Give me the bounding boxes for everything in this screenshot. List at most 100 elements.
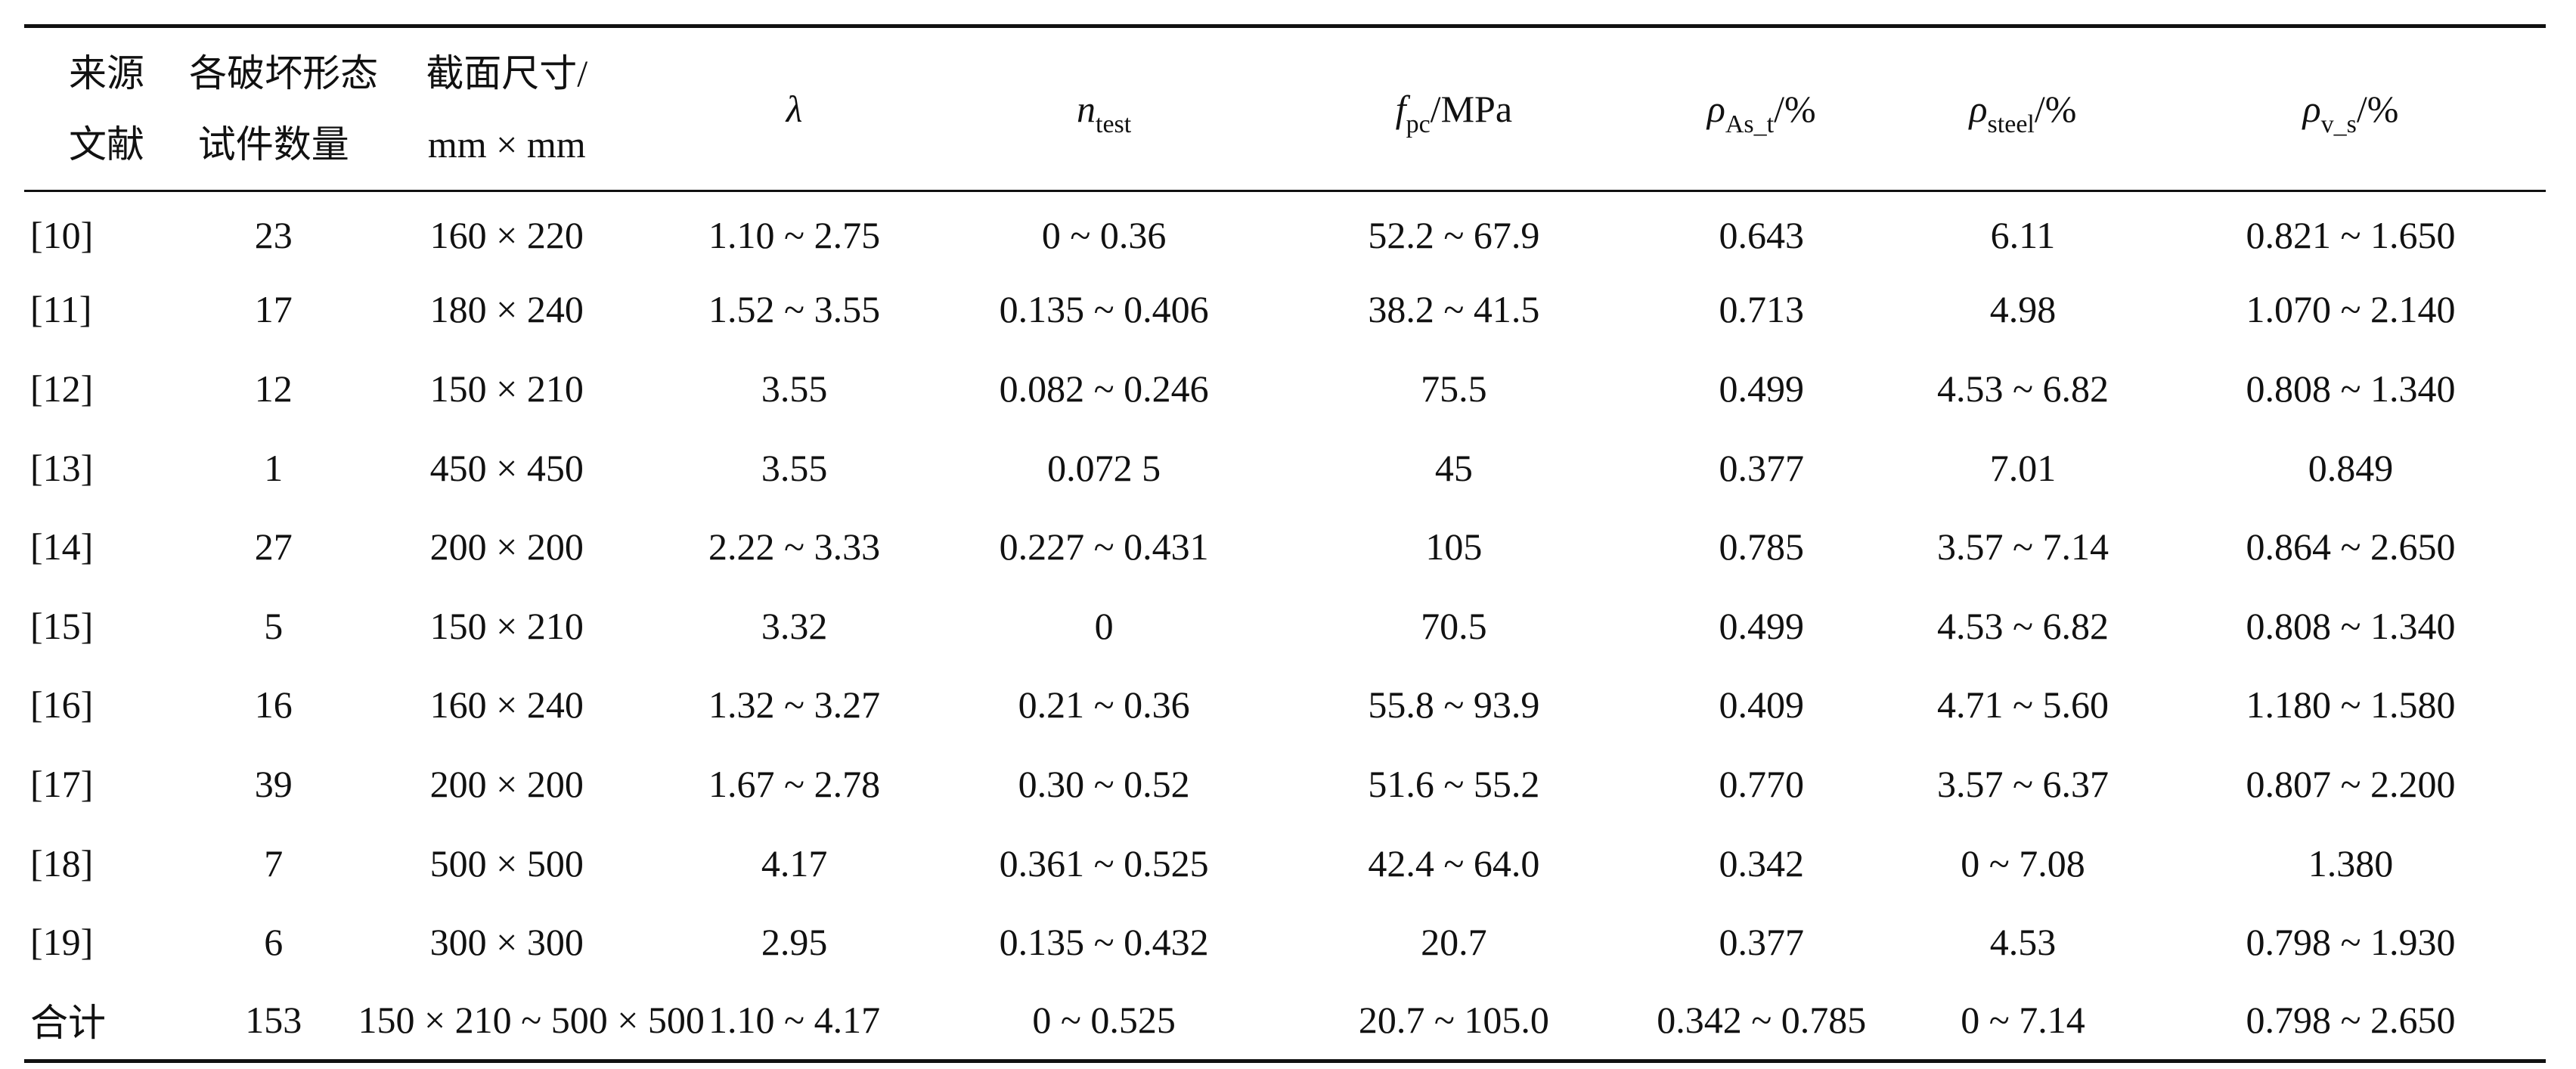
cell-rho-steel: 4.53 — [1989, 921, 2057, 964]
header-rho-as-sub: As_t — [1725, 110, 1775, 138]
cell-rho-steel: 4.53 ~ 6.82 — [1936, 604, 2109, 647]
cell-count: 12 — [254, 367, 293, 410]
header-rho-v-symbol: ρ — [2302, 88, 2321, 130]
cell-source: [14] — [30, 525, 94, 569]
specimen-table: 来源 文献 各破坏形态 试件数量 截面尺寸/ mm × mm λ ntest — [24, 24, 2546, 1063]
cell-count: 1 — [264, 446, 284, 489]
cell-rho-as: 0.785 — [1719, 525, 1805, 569]
cell-rho-steel: 7.01 — [1989, 446, 2057, 489]
header-rho-as: ρAs_t/% — [1632, 24, 1890, 192]
header-rho-as-symbol: ρ — [1706, 88, 1725, 130]
header-n-test-sub: test — [1096, 110, 1132, 138]
cell-rho-v: 0.798 ~ 2.650 — [2156, 981, 2546, 1063]
table-row: [10] 23 160 × 220 1.10 ~ 2.75 0 ~ 0.36 52.2 ~… — [24, 191, 2546, 271]
cell-rho-steel: 0 ~ 7.14 — [1889, 981, 2156, 1063]
cell-n-test: 0.361 ~ 0.525 — [999, 841, 1209, 885]
cell-f-pc: 70.5 — [1421, 604, 1487, 647]
cell-n-test: 0.072 5 — [1047, 446, 1161, 489]
cell-count: 17 — [254, 288, 293, 331]
header-rho-as-unit: /% — [1774, 88, 1816, 130]
cell-n-test: 0.135 ~ 0.406 — [999, 288, 1209, 331]
cell-f-pc: 45 — [1434, 446, 1473, 489]
cell-rho-as: 0.409 — [1719, 683, 1805, 727]
cell-f-pc: 51.6 ~ 55.2 — [1368, 762, 1540, 805]
cell-rho-steel: 0 ~ 7.08 — [1961, 841, 2085, 885]
header-rho-steel-sub: steel — [1987, 110, 2035, 138]
cell-lambda: 4.17 — [761, 841, 828, 885]
table-row: [17] 39 200 × 200 1.67 ~ 2.78 0.30 ~ 0.52 51.… — [24, 745, 2546, 824]
cell-source: [10] — [30, 213, 94, 256]
cell-section: 500 × 500 — [429, 841, 584, 885]
table-row: [15] 5 150 × 210 3.32 0 70.5 0.499 4.53 ~ 6.82 0… — [24, 586, 2546, 665]
header-f-pc-symbol: f — [1395, 88, 1406, 130]
cell-source: [12] — [30, 367, 94, 410]
cell-rho-as: 0.377 — [1719, 921, 1805, 964]
header-rho-steel-symbol: ρ — [1969, 88, 1988, 130]
table-row: 合计 153 150 × 210 ~ 500 × 500 1.10 ~ 4.17 0 ~… — [24, 981, 2546, 1063]
table-row: [12] 12 150 × 210 3.55 0.082 ~ 0.246 75.5 0.49… — [24, 349, 2546, 429]
cell-f-pc: 38.2 ~ 41.5 — [1368, 288, 1540, 331]
cell-n-test: 0.135 ~ 0.432 — [999, 921, 1209, 964]
cell-source: [13] — [30, 446, 94, 489]
cell-rho-steel: 4.53 ~ 6.82 — [1936, 367, 2109, 410]
cell-count: 16 — [254, 683, 293, 727]
header-n-test: ntest — [933, 24, 1276, 192]
header-f-pc-unit: /MPa — [1430, 88, 1513, 130]
cell-rho-v: 0.821 ~ 1.650 — [2246, 213, 2456, 256]
cell-rho-as: 0.643 — [1719, 213, 1805, 256]
header-row: 来源 文献 各破坏形态 试件数量 截面尺寸/ mm × mm λ ntest — [24, 24, 2546, 192]
header-rho-steel-unit: /% — [2034, 88, 2077, 130]
cell-rho-v: 1.380 — [2308, 841, 2394, 885]
cell-source: [16] — [30, 683, 94, 727]
header-n-test-symbol: n — [1077, 88, 1096, 130]
cell-count: 23 — [254, 213, 293, 256]
data-table-container: 来源 文献 各破坏形态 试件数量 截面尺寸/ mm × mm λ ntest — [24, 24, 2576, 1063]
cell-lambda: 1.67 ~ 2.78 — [708, 762, 881, 805]
header-source-line2: 文献 — [69, 123, 145, 166]
cell-n-test: 0.227 ~ 0.431 — [999, 525, 1209, 569]
cell-lambda: 1.10 ~ 4.17 — [656, 981, 934, 1063]
cell-f-pc: 52.2 ~ 67.9 — [1368, 213, 1540, 256]
header-source: 来源 文献 — [24, 24, 190, 192]
header-count: 各破坏形态 试件数量 — [189, 24, 378, 192]
cell-f-pc: 42.4 ~ 64.0 — [1368, 841, 1540, 885]
header-section: 截面尺寸/ mm × mm — [358, 24, 656, 192]
header-rho-v-sub: v_s — [2320, 110, 2357, 138]
cell-section: 150 × 210 ~ 500 × 500 — [358, 981, 705, 1063]
table-body: [10] 23 160 × 220 1.10 ~ 2.75 0 ~ 0.36 52.2 ~… — [24, 191, 2546, 1063]
cell-rho-steel: 6.11 — [1990, 213, 2056, 256]
table-row: [16] 16 160 × 240 1.32 ~ 3.27 0.21 ~ 0.36 55.… — [24, 665, 2546, 745]
cell-lambda: 1.52 ~ 3.55 — [708, 288, 881, 331]
cell-source: 合计 — [24, 981, 190, 1063]
cell-lambda: 3.55 — [761, 446, 828, 489]
cell-section: 150 × 210 — [429, 604, 584, 647]
cell-rho-steel: 3.57 ~ 6.37 — [1936, 762, 2109, 805]
cell-count: 6 — [264, 921, 284, 964]
cell-rho-v: 0.808 ~ 1.340 — [2246, 367, 2456, 410]
cell-n-test: 0 ~ 0.36 — [1041, 213, 1167, 256]
cell-rho-as: 0.770 — [1719, 762, 1805, 805]
cell-lambda: 3.55 — [761, 367, 828, 410]
cell-lambda: 2.95 — [761, 921, 828, 964]
cell-rho-v: 1.070 ~ 2.140 — [2246, 288, 2456, 331]
cell-rho-v: 0.808 ~ 1.340 — [2246, 604, 2456, 647]
cell-n-test: 0 ~ 0.525 — [933, 981, 1276, 1063]
cell-count: 5 — [264, 604, 284, 647]
cell-section: 160 × 240 — [429, 683, 584, 727]
header-rho-v-unit: /% — [2356, 88, 2399, 130]
cell-source: [17] — [30, 762, 94, 805]
header-f-pc-sub: pc — [1406, 110, 1431, 138]
cell-lambda: 3.32 — [761, 604, 828, 647]
cell-f-pc: 105 — [1425, 525, 1483, 569]
cell-section: 200 × 200 — [429, 525, 584, 569]
cell-rho-v: 0.849 — [2308, 446, 2394, 489]
cell-rho-as: 0.499 — [1719, 604, 1805, 647]
cell-source: [18] — [30, 841, 94, 885]
cell-rho-v: 0.864 ~ 2.650 — [2246, 525, 2456, 569]
cell-source: [11] — [30, 288, 92, 331]
table-row: [19] 6 300 × 300 2.95 0.135 ~ 0.432 20.7 0.377… — [24, 903, 2546, 982]
table-row: [11] 17 180 × 240 1.52 ~ 3.55 0.135 ~ 0.406 3… — [24, 270, 2546, 349]
header-lambda-symbol: λ — [786, 88, 803, 130]
cell-rho-as: 0.499 — [1719, 367, 1805, 410]
cell-rho-as: 0.342 ~ 0.785 — [1632, 981, 1890, 1063]
